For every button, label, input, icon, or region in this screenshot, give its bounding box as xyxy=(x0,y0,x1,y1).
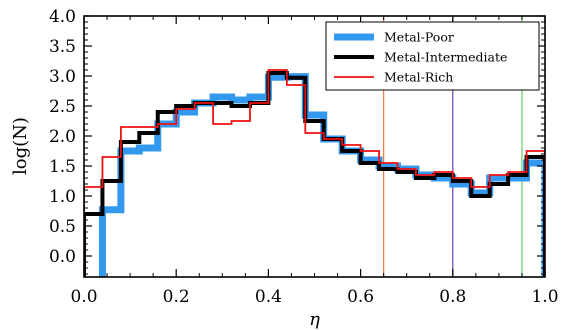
axis-ticks: 0.0 0.2 0.4 0.6 0.8 1.0 0.0 0.5 1.0 1.5 2.0 2.5 3.0 3… xyxy=(49,7,559,307)
x-tick-label: 0.0 xyxy=(70,287,97,307)
legend: Metal-Poor Metal-Intermediate Metal-Rich xyxy=(325,21,540,91)
y-tick-label: 0.0 xyxy=(49,247,76,267)
y-tick-label: 3.0 xyxy=(49,67,76,87)
y-tick-label: 3.5 xyxy=(49,37,76,57)
y-tick-label: 0.5 xyxy=(49,217,76,237)
y-tick-label: 4.0 xyxy=(49,7,76,27)
x-tick-label: 0.4 xyxy=(255,287,282,307)
series-metal-rich xyxy=(84,69,545,277)
x-tick-label: 1.0 xyxy=(531,287,558,307)
x-axis-label: η xyxy=(309,309,320,330)
y-tick-label: 1.5 xyxy=(49,157,76,177)
y-tick-label: 2.5 xyxy=(49,97,76,117)
y-tick-label: 1.0 xyxy=(49,187,76,207)
y-tick-label: 2.0 xyxy=(49,127,76,147)
legend-label-metal-intermediate: Metal-Intermediate xyxy=(384,50,507,65)
x-tick-label: 0.2 xyxy=(163,287,190,307)
y-axis-label: log(N) xyxy=(10,117,31,175)
legend-label-metal-rich: Metal-Rich xyxy=(384,70,453,85)
series-metal-intermediate xyxy=(84,71,545,277)
legend-label-metal-poor: Metal-Poor xyxy=(384,30,454,45)
x-tick-label: 0.8 xyxy=(439,287,466,307)
x-tick-label: 0.6 xyxy=(347,287,374,307)
